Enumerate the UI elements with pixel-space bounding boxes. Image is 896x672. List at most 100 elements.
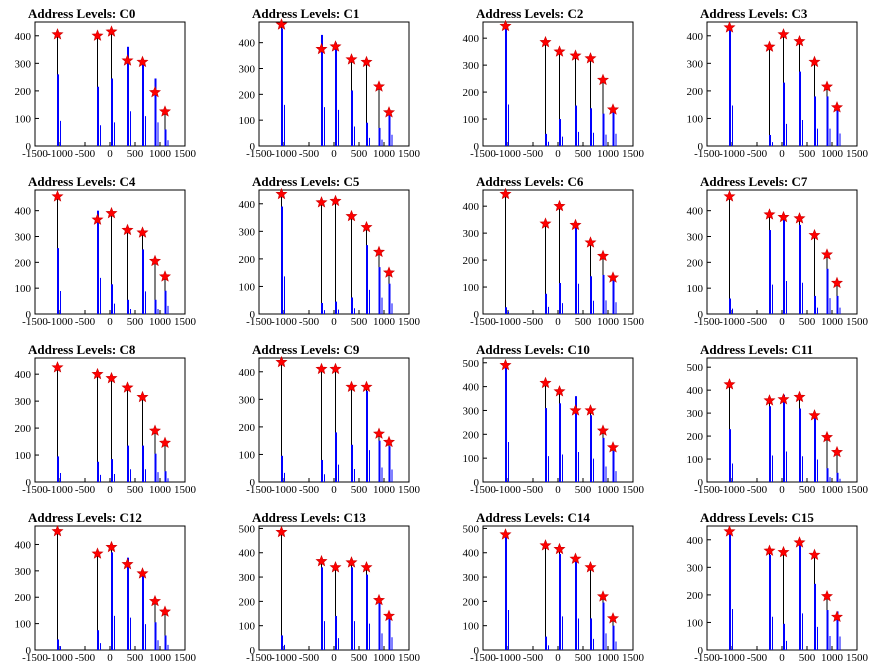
peak-marker xyxy=(275,18,288,30)
y-tick-label: 200 xyxy=(239,596,256,608)
y-tick-label: 300 xyxy=(463,228,480,240)
chart-panel: Address Levels: C8 0 100 200 300 400 -1500 -100… xyxy=(0,336,224,504)
histogram-bar xyxy=(57,639,59,650)
peak-marker xyxy=(148,85,162,98)
y-tick-label: 0 xyxy=(26,141,32,153)
histogram-bar xyxy=(335,615,337,650)
peak-marker xyxy=(606,441,620,453)
peak-marker xyxy=(596,249,610,262)
histogram-bar xyxy=(321,567,323,650)
x-tick-label: 1000 xyxy=(149,652,172,664)
x-tick-label: -500 xyxy=(75,148,96,160)
x-tick-label: -500 xyxy=(299,316,320,328)
peak-marker xyxy=(275,187,288,200)
chart-svg: 0 100 200 300 400 500 -1500 -1000 -500 0 500 1000 15… xyxy=(687,357,869,496)
chart-panel: Address Levels: C12 0 100 200 300 400 -1500 -10… xyxy=(0,504,224,672)
y-tick-label: 0 xyxy=(250,309,256,321)
peak-marker xyxy=(382,435,396,448)
histogram-bar xyxy=(783,219,785,314)
peak-marker xyxy=(136,55,149,68)
x-tick-label: 0 xyxy=(779,148,785,160)
y-tick-label: 100 xyxy=(15,450,32,462)
histogram-bar xyxy=(559,403,561,482)
x-tick-label: -1500 xyxy=(470,148,496,160)
peak-marker xyxy=(499,187,512,200)
chart-svg: 0 100 200 300 400 -1500 -1000 -500 0 500 1000 1500 xyxy=(15,189,197,328)
histogram-bar xyxy=(321,459,323,482)
chart-svg: 0 100 200 300 400 -1500 -1000 -500 0 500 1000 1500 xyxy=(687,189,869,328)
peak-marker xyxy=(763,544,776,556)
x-tick-label: 0 xyxy=(107,652,113,664)
histogram-bar xyxy=(335,432,337,482)
peak-marker xyxy=(763,40,776,52)
x-tick-label: -1500 xyxy=(246,484,272,496)
peak-marker xyxy=(830,445,844,458)
chart-svg: 0 100 200 300 400 500 -1500 -1000 -500 0 500 1000 15… xyxy=(463,523,645,664)
x-tick-label: -1000 xyxy=(495,316,521,328)
y-tick-label: 200 xyxy=(15,423,32,435)
peak-marker xyxy=(148,254,162,267)
x-tick-label: -1500 xyxy=(470,652,496,664)
histogram-bar xyxy=(142,445,144,482)
x-tick-label: 500 xyxy=(127,316,144,328)
x-tick-label: 500 xyxy=(799,652,816,664)
histogram-bar xyxy=(378,602,381,650)
x-tick-label: -1000 xyxy=(495,148,521,160)
peak-marker xyxy=(723,525,736,537)
histogram-bar xyxy=(602,113,605,146)
histogram-bar xyxy=(799,408,801,482)
y-tick-label: 400 xyxy=(239,38,256,50)
x-tick-label: 500 xyxy=(351,316,368,328)
chart-panel: Address Levels: C3 0 100 200 300 400 -1500 -100… xyxy=(672,0,896,168)
x-tick-label: 500 xyxy=(575,652,592,664)
y-tick-label: 100 xyxy=(15,619,32,631)
peak-marker xyxy=(148,424,162,436)
y-tick-label: 400 xyxy=(687,31,704,43)
histogram-bar xyxy=(281,635,283,650)
y-tick-label: 400 xyxy=(15,539,32,551)
peak-marker xyxy=(723,21,736,33)
y-tick-label: 200 xyxy=(239,422,256,434)
histogram-bar xyxy=(335,42,337,146)
histogram-bar xyxy=(57,248,59,314)
histogram-bar xyxy=(729,30,731,147)
histogram-bar xyxy=(335,301,337,314)
histogram-bar xyxy=(814,583,816,650)
x-tick-label: 500 xyxy=(127,484,144,496)
chart-title: Address Levels: C4 xyxy=(28,174,136,189)
chart-title: Address Levels: C2 xyxy=(476,6,584,21)
peak-marker xyxy=(830,101,844,113)
y-tick-label: 500 xyxy=(687,362,704,374)
y-tick-label: 300 xyxy=(687,562,704,574)
peak-marker xyxy=(793,536,806,548)
x-tick-label: -500 xyxy=(299,484,320,496)
y-tick-label: 400 xyxy=(687,206,704,218)
x-tick-label: 1500 xyxy=(622,148,645,160)
histogram-bar xyxy=(814,295,816,314)
x-tick-label: -500 xyxy=(299,148,320,160)
peak-marker xyxy=(315,196,328,208)
histogram-bar xyxy=(388,283,391,314)
histogram-bar xyxy=(505,307,507,314)
histogram-bar xyxy=(127,46,129,146)
histogram-bar xyxy=(590,618,592,650)
chart-panel: Address Levels: C0 0 100 200 300 400 -1500 -100… xyxy=(0,0,224,168)
peak-marker xyxy=(345,380,358,393)
histogram-bar xyxy=(783,82,785,146)
histogram-bar xyxy=(836,611,839,650)
y-tick-label: 200 xyxy=(463,255,480,267)
histogram-bar xyxy=(388,446,391,482)
y-tick-label: 200 xyxy=(463,596,480,608)
peak-marker xyxy=(539,217,552,229)
chart-title: Address Levels: C13 xyxy=(252,510,366,525)
histogram-bar xyxy=(612,280,615,314)
chart-svg: 0 100 200 300 400 -1500 -1000 -500 0 500 1000 1500 xyxy=(239,187,421,328)
x-tick-label: 0 xyxy=(107,148,113,160)
histogram-bar xyxy=(826,96,829,146)
peak-marker xyxy=(372,427,386,439)
y-tick-label: 200 xyxy=(239,254,256,266)
y-tick-label: 400 xyxy=(239,199,256,211)
peak-marker xyxy=(808,548,821,561)
y-tick-label: 400 xyxy=(15,31,32,43)
peak-marker xyxy=(329,194,342,207)
